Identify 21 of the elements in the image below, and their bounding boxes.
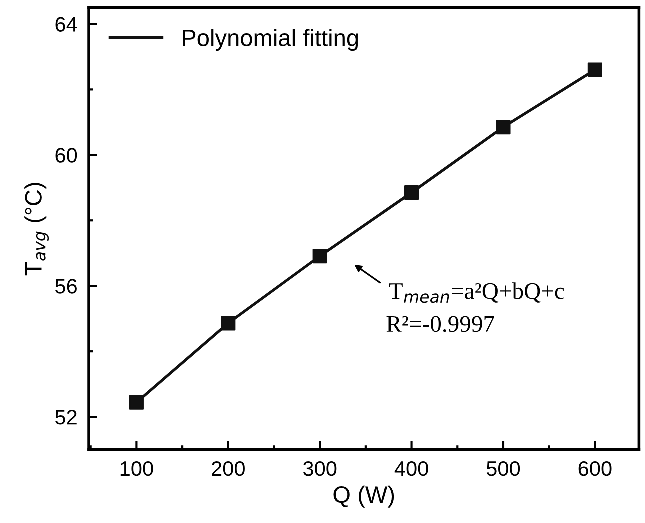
legend-label: Polynomial fitting [183, 29, 358, 52]
y-tick-label: 60 [56, 148, 78, 163]
x-tick-label: 500 [486, 461, 520, 476]
annotation: R²=-0.9997 [386, 316, 494, 332]
x-tick-label: 300 [304, 461, 337, 476]
point [221, 316, 236, 331]
y-tick-label: 52 [56, 410, 77, 425]
x-tick-label: 600 [578, 461, 612, 476]
annotation: T$_{mean}$=a²Q+bQ+c [389, 282, 564, 304]
x-tick-label: 100 [120, 461, 154, 476]
x-tick-label: 400 [394, 461, 428, 476]
x-tick-label: 200 [212, 461, 245, 476]
y-axis-title: T$_{avg}$ (°C) [24, 183, 50, 276]
point [129, 395, 144, 410]
point [496, 120, 511, 135]
point [312, 249, 328, 264]
point [404, 186, 420, 200]
x-axis-title: Q (W) [334, 486, 394, 508]
y-tick-label: 56 [56, 279, 77, 294]
y-tick-label: 64 [56, 17, 78, 32]
point [588, 62, 602, 78]
